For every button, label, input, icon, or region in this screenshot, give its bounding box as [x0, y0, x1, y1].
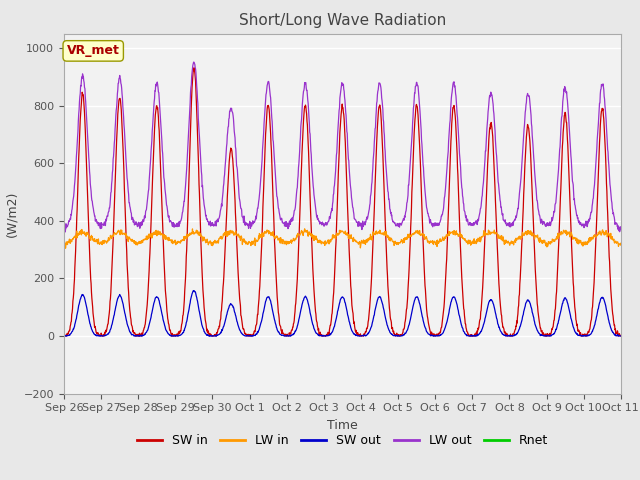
SW in	[184, 200, 192, 206]
LW out	[60, 227, 68, 233]
LW out	[429, 221, 437, 227]
LW in	[246, 240, 254, 245]
LW in	[60, 239, 68, 245]
Line: SW out: SW out	[64, 290, 621, 336]
SW in	[617, 333, 625, 339]
LW out	[552, 201, 559, 206]
SW out	[502, 332, 509, 338]
Text: VR_met: VR_met	[67, 44, 120, 58]
Title: Short/Long Wave Radiation: Short/Long Wave Radiation	[239, 13, 446, 28]
Line: SW in: SW in	[64, 68, 621, 336]
LW out	[171, 224, 179, 230]
SW out	[429, 333, 437, 339]
LW in	[502, 240, 510, 245]
SW out	[551, 329, 559, 335]
LW out	[61, 229, 69, 235]
LW out	[184, 139, 192, 145]
LW out	[190, 59, 198, 65]
SW out	[60, 333, 68, 339]
SW in	[552, 306, 559, 312]
Y-axis label: (W/m2): (W/m2)	[5, 191, 18, 237]
Legend: SW in, LW in, SW out, LW out, Rnet: SW in, LW in, SW out, LW out, Rnet	[132, 429, 553, 452]
SW in	[190, 65, 198, 71]
LW out	[502, 222, 510, 228]
SW out	[617, 333, 625, 339]
SW in	[429, 333, 437, 339]
LW out	[617, 227, 625, 232]
SW out	[170, 333, 178, 339]
LW in	[617, 240, 625, 246]
SW out	[190, 288, 198, 293]
LW in	[184, 233, 192, 239]
LW in	[301, 226, 308, 232]
LW in	[171, 239, 179, 245]
X-axis label: Time: Time	[327, 419, 358, 432]
Line: LW in: LW in	[64, 229, 621, 248]
SW in	[171, 332, 179, 338]
LW in	[61, 245, 69, 251]
LW out	[247, 220, 255, 226]
SW in	[61, 333, 68, 339]
SW out	[184, 312, 191, 318]
SW out	[246, 333, 254, 339]
Line: LW out: LW out	[64, 62, 621, 232]
SW in	[60, 331, 68, 337]
LW in	[552, 236, 559, 242]
SW in	[247, 332, 255, 337]
LW in	[429, 241, 437, 247]
SW in	[502, 333, 510, 339]
